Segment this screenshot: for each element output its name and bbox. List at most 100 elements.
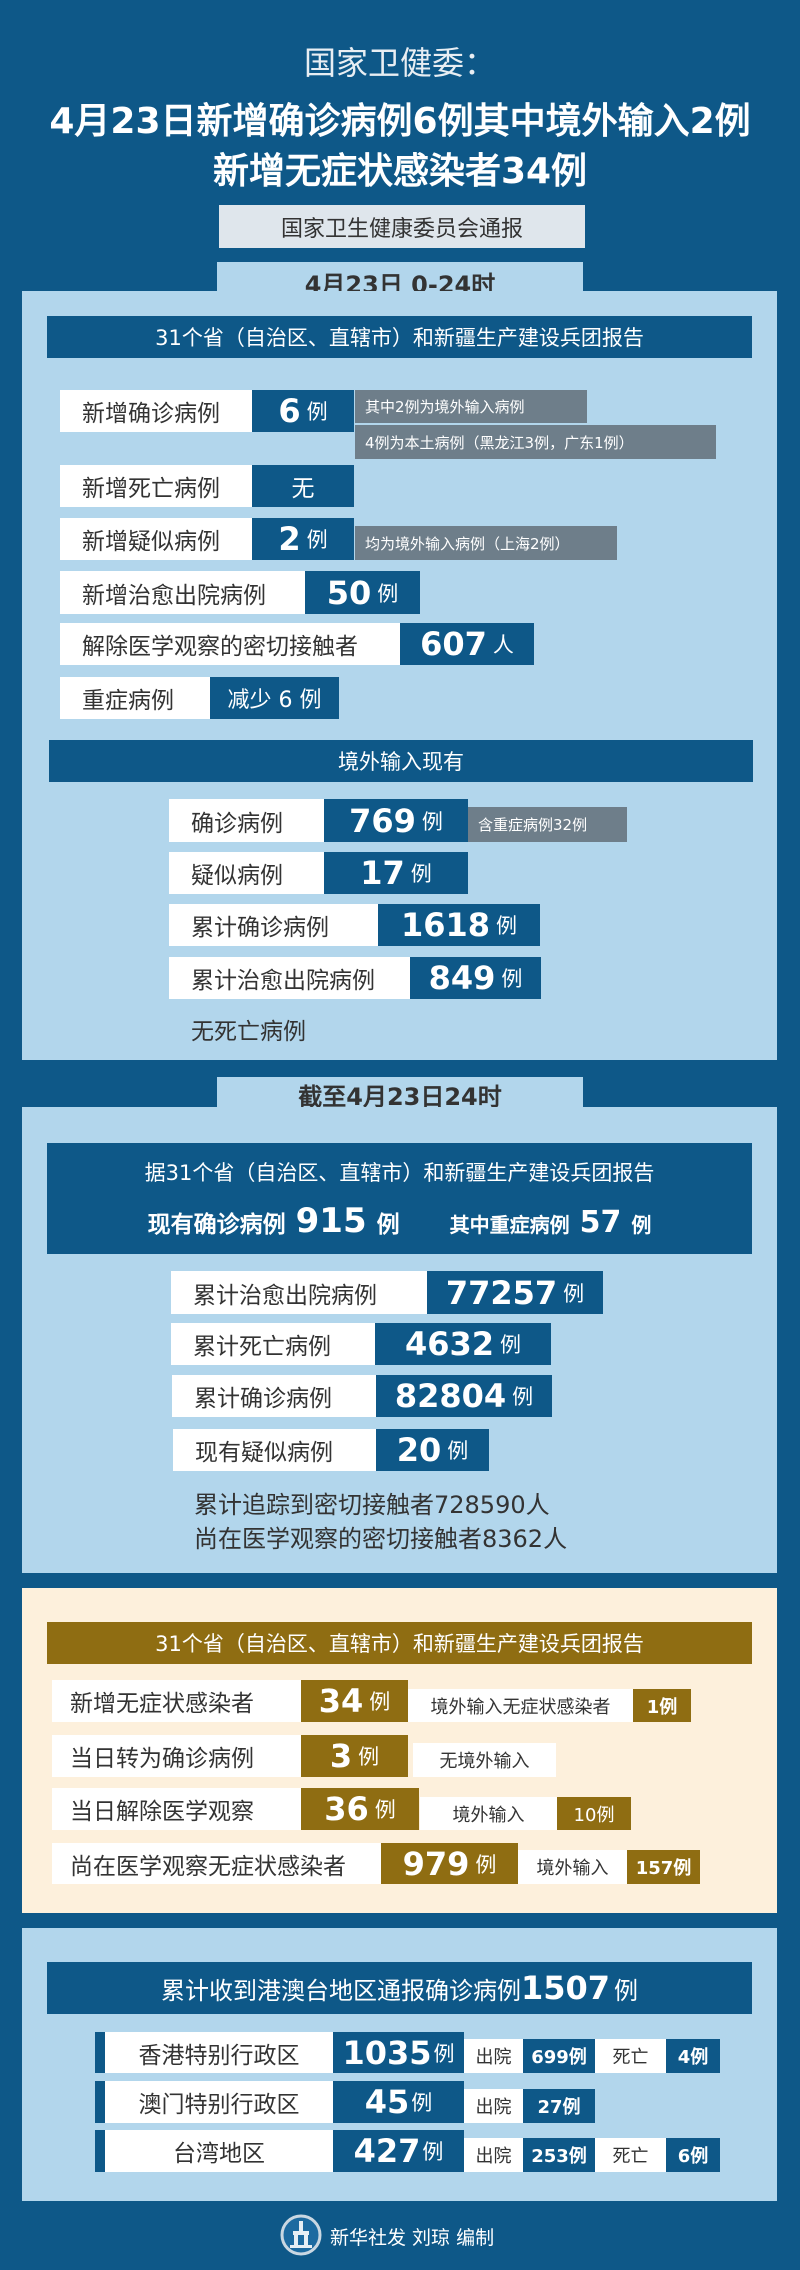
value-number: 979 xyxy=(402,1844,470,1883)
region-value: 45 例 xyxy=(333,2081,464,2123)
row-stripe xyxy=(95,2032,105,2073)
row-value: 17 例 xyxy=(324,852,468,894)
source-badge: 国家卫生健康委员会通报 xyxy=(219,205,585,248)
note-label: 无境外输入 xyxy=(413,1743,556,1777)
value-unit: 例 xyxy=(358,1745,380,1769)
hmt-header-text: 累计收到港澳台地区通报确诊病例 xyxy=(160,1976,521,2005)
row-label: 解除医学观察的密切接触者 xyxy=(60,623,400,665)
row-value: 769 例 xyxy=(324,799,468,842)
row-note: 其中2例为境外输入病例 xyxy=(355,390,587,423)
row-label: 新增疑似病例 xyxy=(60,518,252,560)
row-value: 77257 例 xyxy=(427,1271,603,1314)
row-label: 当日转为确诊病例 xyxy=(52,1735,301,1777)
value-unit: 例 xyxy=(306,400,328,424)
row-label: 重症病例 xyxy=(60,677,210,719)
page-title-line2: 新增无症状感染者34例 xyxy=(212,151,588,192)
value-number: 2 xyxy=(278,520,301,558)
death-value: 6例 xyxy=(666,2138,720,2172)
value-unit: 例 xyxy=(563,1281,585,1306)
value-number: 17 xyxy=(360,854,405,892)
row-value: 849 例 xyxy=(410,957,541,999)
discharged-value: 699例 xyxy=(523,2039,595,2073)
value-unit: 例 xyxy=(496,914,518,938)
current-confirmed-label: 现有确诊病例 xyxy=(147,1211,286,1238)
row-stripe xyxy=(95,2130,105,2172)
note-value: 157例 xyxy=(627,1850,700,1884)
daily-report-header: 31个省（自治区、直辖市）和新疆生产建设兵团报告 xyxy=(47,316,752,358)
row-label: 累计确诊病例 xyxy=(169,904,378,946)
row-label: 新增确诊病例 xyxy=(60,390,252,432)
asymptomatic-header: 31个省（自治区、直辖市）和新疆生产建设兵团报告 xyxy=(47,1622,752,1664)
row-note: 4例为本土病例（黑龙江3例，广东1例） xyxy=(355,425,716,459)
row-label: 累计治愈出院病例 xyxy=(171,1271,427,1314)
xinhua-logo-icon xyxy=(280,2214,322,2256)
row-label: 疑似病例 xyxy=(169,852,324,894)
value-number: 3 xyxy=(329,1737,353,1775)
value-number: 77257 xyxy=(445,1273,558,1312)
row-note: 均为境外输入病例（上海2例） xyxy=(355,526,617,560)
row-label: 累计确诊病例 xyxy=(172,1375,376,1417)
region-label: 台湾地区 xyxy=(105,2130,333,2172)
value-unit: 人 xyxy=(492,633,514,657)
region-label: 香港特别行政区 xyxy=(105,2032,333,2073)
cumulative-tab: 截至4月23日24时 xyxy=(217,1077,583,1112)
hmt-header: 累计收到港澳台地区通报确诊病例 1507 例 xyxy=(47,1962,752,2014)
note-value: 10例 xyxy=(557,1797,631,1830)
subtitle: 国家卫健委： xyxy=(303,44,496,82)
value-unit: 例 xyxy=(410,862,432,886)
value-number: 50 xyxy=(326,573,372,612)
contacts-observed: 尚在医学观察的密切接触者8362人 xyxy=(194,1524,568,1553)
value-unit: 例 xyxy=(377,581,399,606)
value-number: 427 xyxy=(353,2132,421,2170)
contacts-traced: 累计追踪到密切接触者728590人 xyxy=(194,1490,550,1519)
note-value: 1例 xyxy=(633,1689,691,1722)
value-number: 82804 xyxy=(394,1377,507,1415)
imported-header: 境外输入现有 xyxy=(49,740,753,782)
region-value: 1035 例 xyxy=(333,2032,464,2073)
note-label: 境外输入无症状感染者 xyxy=(408,1689,633,1722)
value-number: 849 xyxy=(428,959,496,997)
value-unit: 例 xyxy=(447,1439,469,1463)
no-death-text: 无死亡病例 xyxy=(191,1019,306,1045)
note-label: 境外输入 xyxy=(518,1850,627,1884)
value-unit: 例 xyxy=(475,1852,497,1877)
value-unit: 例 xyxy=(374,1798,396,1822)
value-number: 1035 xyxy=(342,2033,432,2072)
value-unit: 例 xyxy=(422,2140,444,2164)
value-unit: 例 xyxy=(411,2091,433,2115)
row-value: 50 例 xyxy=(305,571,420,614)
value-number: 607 xyxy=(420,625,487,663)
row-label: 新增死亡病例 xyxy=(60,465,252,507)
row-value: 1618 例 xyxy=(378,904,540,946)
death-label: 死亡 xyxy=(595,2039,666,2073)
current-confirmed-line: 现有确诊病例 915 例 其中重症病例 57 例 xyxy=(148,1201,652,1241)
unit: 例 xyxy=(631,1212,652,1237)
region-value: 427 例 xyxy=(333,2130,464,2172)
value-unit: 例 xyxy=(501,967,523,991)
row-value: 4632 例 xyxy=(375,1323,551,1365)
row-label: 尚在医学观察无症状感染者 xyxy=(52,1843,381,1884)
value-number: 1618 xyxy=(400,906,491,944)
value-number: 4632 xyxy=(404,1325,495,1363)
death-value: 4例 xyxy=(666,2039,720,2073)
value-number: 769 xyxy=(349,801,416,840)
value-number: 34 xyxy=(318,1682,364,1720)
value-unit: 例 xyxy=(306,528,328,552)
value-number: 20 xyxy=(396,1431,442,1469)
row-value: 20 例 xyxy=(376,1429,489,1471)
row-value: 无 xyxy=(252,465,354,507)
value-number: 6 xyxy=(278,392,301,430)
row-label: 新增无症状感染者 xyxy=(52,1680,301,1722)
row-value: 34 例 xyxy=(301,1680,408,1722)
hmt-header-value: 1507 xyxy=(520,1969,611,2007)
discharged-label: 出院 xyxy=(464,2089,523,2123)
severe-label: 其中重症病例 xyxy=(449,1212,570,1237)
row-value: 82804 例 xyxy=(376,1375,552,1417)
cumulative-report-header: 据31个省（自治区、直辖市）和新疆生产建设兵团报告 xyxy=(144,1160,655,1185)
region-label: 澳门特别行政区 xyxy=(105,2081,333,2123)
value-number: 36 xyxy=(324,1790,369,1828)
row-label: 累计治愈出院病例 xyxy=(169,957,410,999)
row-value: 607 人 xyxy=(400,623,534,665)
